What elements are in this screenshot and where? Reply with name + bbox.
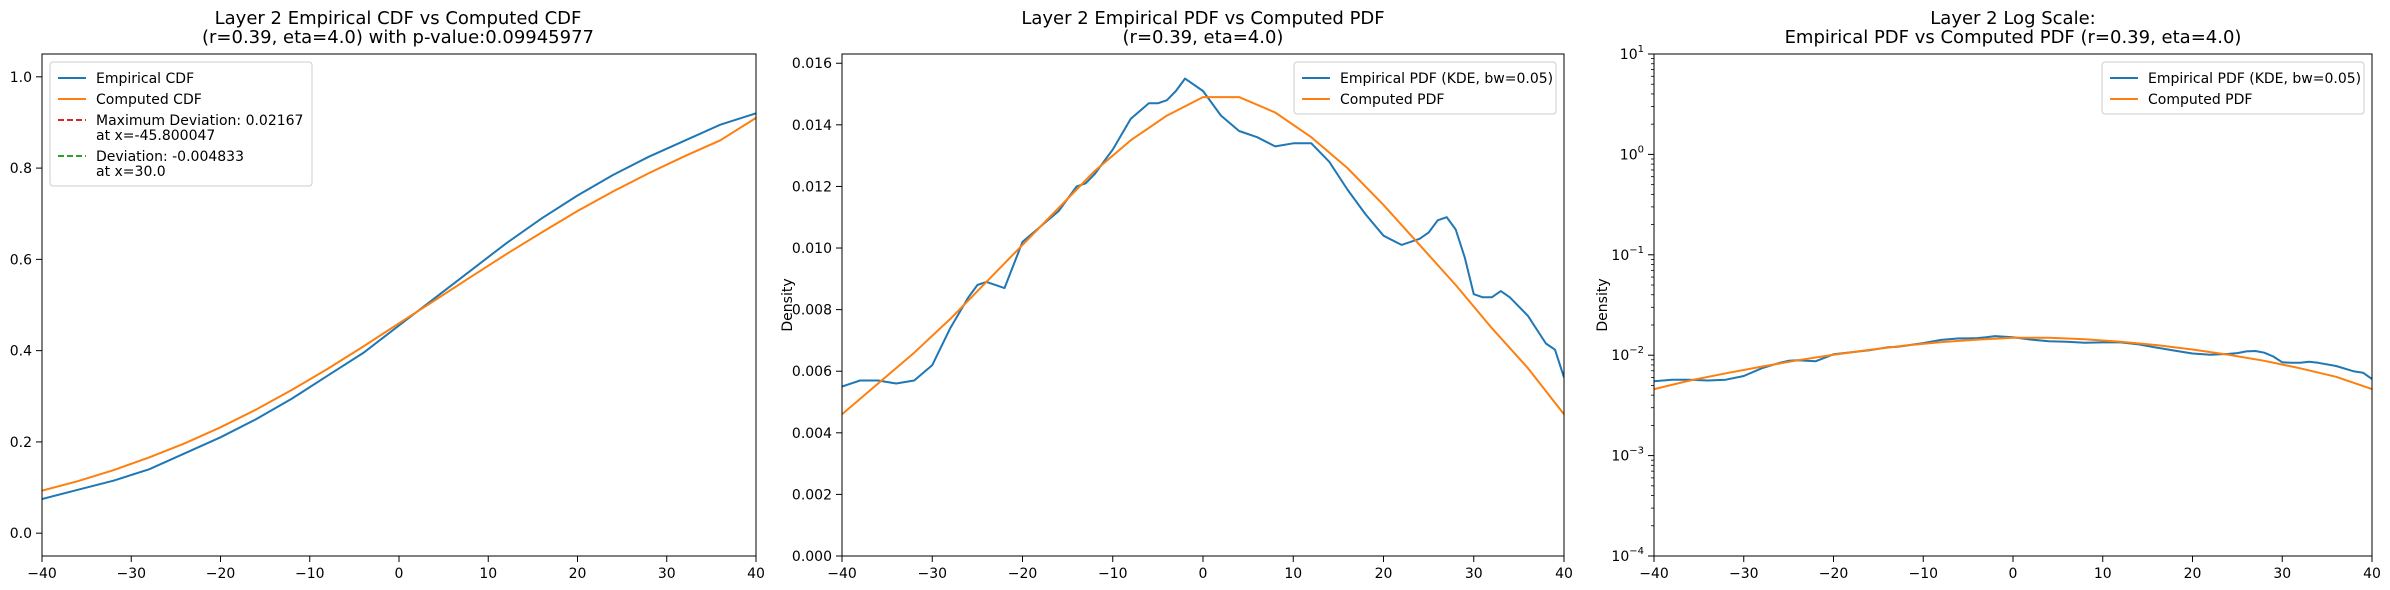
x-tick-label: 10 <box>479 566 497 582</box>
y-tick-label: 0.000 <box>792 549 832 565</box>
y-tick-label: 0.002 <box>792 487 832 503</box>
x-tick-label: −40 <box>27 566 57 582</box>
series-line-empirical-pdf-kde-bw-0-05 <box>1654 335 2372 383</box>
plot-area: −40 −30 −20 −10 0 10 20 30 40 0.0 0.2 0.4 0.6 0.8 1.0 E… <box>10 53 765 582</box>
x-tick-label: −40 <box>827 566 857 582</box>
plot-area: −40 −30 −20 −10 0 10 20 30 40 10−4 10−3 10−2 10−1 100… <box>1611 44 2380 582</box>
y-tick-label: 10−4 <box>1611 546 1644 565</box>
legend-label-line2: at x=-45.800047 <box>96 128 215 144</box>
y-tick-label: 0.016 <box>792 56 832 72</box>
chart-subtitle: Empirical PDF vs Computed PDF (r=0.39, e… <box>1785 27 2242 48</box>
x-tick-label: 10 <box>2094 566 2112 582</box>
x-tick-label: −40 <box>1639 566 1669 582</box>
x-tick-label: −10 <box>295 566 325 582</box>
x-tick-label: −20 <box>206 566 236 582</box>
x-tick-label: −30 <box>1729 566 1759 582</box>
y-tick-label: 10−3 <box>1611 446 1644 465</box>
y-tick-label: 101 <box>1620 44 1644 63</box>
x-tick-label: 40 <box>747 566 765 582</box>
y-tick-label: 100 <box>1620 144 1644 163</box>
series-line-computed-pdf <box>842 96 1564 416</box>
x-tick-label: 10 <box>1284 566 1302 582</box>
series-line-empirical-cdf <box>42 112 756 500</box>
axes-frame <box>841 53 1565 557</box>
x-tick-label: 40 <box>1555 566 1573 582</box>
x-tick-label: −10 <box>1908 566 1938 582</box>
legend-label: Computed PDF <box>2148 92 2252 108</box>
y-tick-label: 0.0 <box>10 526 32 542</box>
y-tick-label: 0.010 <box>792 241 832 257</box>
legend-box <box>49 61 313 187</box>
legend-box <box>2101 61 2365 115</box>
y-tick-label: 0.012 <box>792 179 832 195</box>
x-tick-label: −30 <box>917 566 947 582</box>
x-tick-label: 0 <box>2009 566 2018 582</box>
chart-title: Layer 2 Log Scale: <box>1930 8 2095 29</box>
x-tick-label: 0 <box>395 566 404 582</box>
legend-label: Empirical PDF (KDE, bw=0.05) <box>2148 71 2361 87</box>
y-tick-label: 0.008 <box>792 303 832 319</box>
x-tick-label: 30 <box>2273 566 2291 582</box>
plot-area: −40 −30 −20 −10 0 10 20 30 40 0.000 0.002 0.004 0.00… <box>792 53 1573 582</box>
x-tick-label: 30 <box>1465 566 1483 582</box>
axes-frame <box>1653 53 2373 557</box>
x-tick-label: −20 <box>1819 566 1849 582</box>
y-tick-label: 1.0 <box>10 70 32 86</box>
x-tick-label: 20 <box>2184 566 2202 582</box>
legend-label: Empirical CDF <box>96 71 194 87</box>
legend-label-line2: at x=30.0 <box>96 164 166 180</box>
x-tick-label: −30 <box>116 566 146 582</box>
series-line-computed-pdf <box>1654 336 2372 391</box>
panel-pdf: Layer 2 Empirical PDF vs Computed PDF (r… <box>780 8 1573 582</box>
x-tick-label: 20 <box>1375 566 1393 582</box>
y-axis-label: Density <box>1595 278 1611 331</box>
y-tick-label: 10−2 <box>1611 345 1644 364</box>
chart-title: Layer 2 Empirical CDF vs Computed CDF <box>215 8 582 29</box>
legend-label: Deviation: -0.004833 <box>96 149 244 165</box>
y-tick-label: 0.6 <box>10 252 32 268</box>
y-tick-label: 0.2 <box>10 435 32 451</box>
y-tick-label: 0.4 <box>10 344 32 360</box>
x-tick-label: −10 <box>1098 566 1128 582</box>
legend-label: Maximum Deviation: 0.02167 <box>96 113 303 129</box>
x-tick-label: 0 <box>1199 566 1208 582</box>
panel-log-pdf: Layer 2 Log Scale: Empirical PDF vs Comp… <box>1595 8 2381 582</box>
series-line-empirical-pdf-kde-bw-0-05 <box>842 77 1564 388</box>
legend-label: Empirical PDF (KDE, bw=0.05) <box>1340 71 1553 87</box>
series-line-computed-cdf <box>42 117 756 492</box>
y-tick-label: 10−1 <box>1611 245 1644 264</box>
x-tick-label: 20 <box>569 566 587 582</box>
y-tick-label: 0.006 <box>792 364 832 380</box>
chart-subtitle: (r=0.39, eta=4.0) with p-value:0.0994597… <box>202 27 594 48</box>
x-tick-label: −20 <box>1008 566 1038 582</box>
legend-label: Computed PDF <box>1340 92 1444 108</box>
legend-box <box>1293 61 1557 115</box>
legend-label: Computed CDF <box>96 92 202 108</box>
x-tick-label: 30 <box>658 566 676 582</box>
y-tick-label: 0.004 <box>792 426 832 442</box>
chart-title: Layer 2 Empirical PDF vs Computed PDF <box>1021 8 1384 29</box>
y-tick-label: 0.014 <box>792 118 832 134</box>
chart-subtitle: (r=0.39, eta=4.0) <box>1123 27 1284 48</box>
panel-cdf: Layer 2 Empirical CDF vs Computed CDF (r… <box>10 8 765 582</box>
x-tick-label: 40 <box>2363 566 2381 582</box>
y-axis-label: Density <box>780 278 796 331</box>
y-tick-label: 0.8 <box>10 161 32 177</box>
